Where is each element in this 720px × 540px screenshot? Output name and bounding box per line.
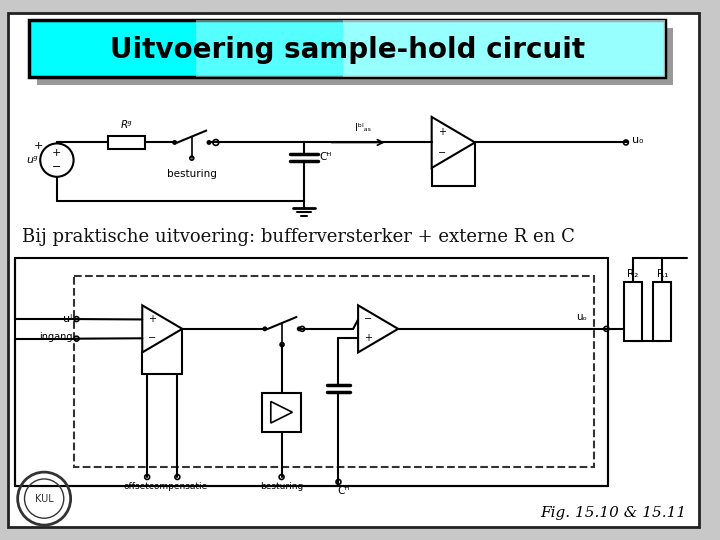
Text: −: −	[364, 314, 372, 325]
Text: besturing: besturing	[167, 169, 217, 179]
Text: −: −	[53, 162, 62, 172]
Text: besturing: besturing	[260, 482, 303, 491]
Circle shape	[207, 140, 212, 145]
Bar	[624, 282, 642, 341]
Text: Cᴴ: Cᴴ	[320, 152, 332, 162]
Text: +: +	[34, 141, 43, 151]
Circle shape	[172, 140, 177, 145]
Text: Bij praktische uitvoering: bufferversterker + externe R en C: Bij praktische uitvoering: bufferverster…	[22, 228, 575, 246]
Text: +: +	[53, 148, 62, 158]
Text: Iᵇᴵₐₛ: Iᵇᴵₐₛ	[355, 123, 371, 133]
Bar	[343, 20, 665, 77]
Text: uₒ: uₒ	[576, 312, 587, 322]
Text: Rᵍ: Rᵍ	[121, 120, 132, 130]
Text: uᴵ: uᴵ	[63, 314, 73, 324]
Text: R₂: R₂	[627, 269, 639, 279]
Text: KUL: KUL	[35, 494, 53, 504]
Text: uₒ: uₒ	[632, 134, 644, 145]
Bar	[73, 276, 593, 467]
Circle shape	[297, 326, 302, 332]
Bar	[108, 136, 145, 149]
Text: +: +	[148, 314, 156, 325]
Bar	[37, 28, 673, 85]
Text: uᵍ: uᵍ	[27, 155, 38, 165]
Text: −: −	[438, 147, 446, 158]
Text: −: −	[148, 333, 156, 343]
Text: +: +	[364, 333, 372, 343]
Bar	[197, 20, 665, 77]
Text: Uitvoering sample-hold circuit: Uitvoering sample-hold circuit	[109, 36, 585, 64]
Text: R₁: R₁	[657, 269, 668, 279]
Bar	[262, 393, 301, 432]
Bar	[30, 20, 665, 77]
Text: Cᴴ: Cᴴ	[337, 486, 349, 496]
Text: offsetcompensatie: offsetcompensatie	[123, 482, 207, 491]
Text: Fig. 15.10 & 15.11: Fig. 15.10 & 15.11	[541, 506, 687, 520]
Bar	[654, 282, 671, 341]
Text: ingang: ingang	[39, 332, 73, 342]
Circle shape	[263, 326, 267, 332]
Text: +: +	[438, 127, 446, 137]
